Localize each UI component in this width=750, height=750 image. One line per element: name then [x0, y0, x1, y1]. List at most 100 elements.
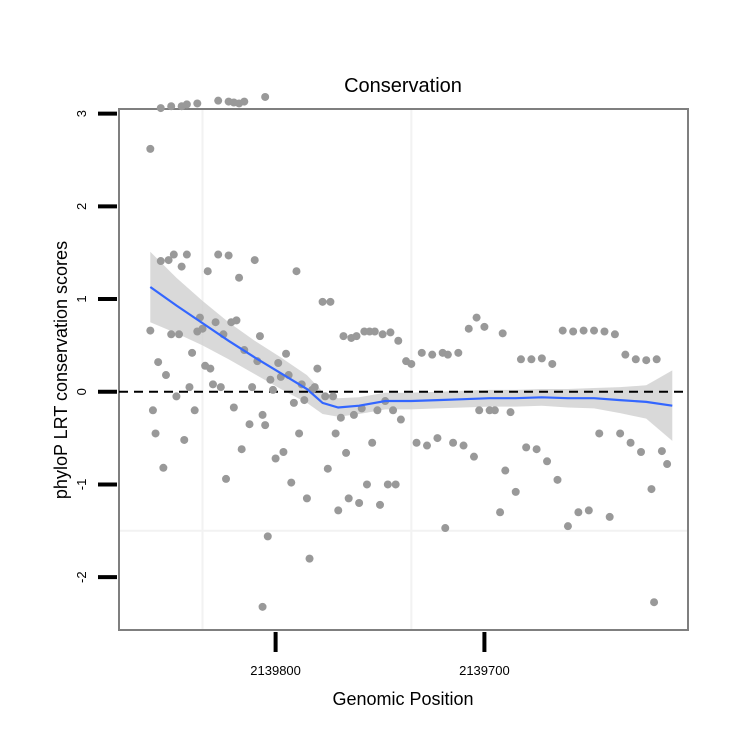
y-tick-label: 2 [74, 203, 89, 210]
panel-grid [119, 109, 688, 630]
data-point [310, 383, 319, 392]
data-point [182, 100, 191, 109]
data-point [472, 313, 481, 322]
data-point [245, 420, 254, 429]
data-point [190, 406, 199, 415]
data-point [449, 438, 458, 447]
data-point [258, 602, 267, 611]
y-tick-label: -2 [74, 571, 89, 583]
chart-title: Conservation [344, 75, 462, 97]
data-point [422, 441, 431, 450]
data-point [480, 322, 489, 331]
data-point [650, 598, 659, 607]
data-point [490, 406, 499, 415]
data-point [198, 324, 207, 333]
data-point [373, 406, 382, 415]
data-point [647, 485, 656, 494]
data-point [240, 97, 249, 106]
data-point [148, 406, 157, 415]
data-point [302, 494, 311, 503]
data-point [331, 429, 340, 438]
data-point [203, 267, 212, 276]
data-point [295, 429, 304, 438]
data-point [344, 494, 353, 503]
data-point [321, 392, 330, 401]
data-point [193, 99, 202, 108]
data-point [352, 332, 361, 341]
y-tick-label: 1 [74, 295, 89, 302]
data-point [464, 324, 473, 333]
data-point [258, 410, 267, 419]
data-point [584, 506, 593, 515]
data-point [441, 524, 450, 533]
data-point [156, 104, 165, 113]
data-point [154, 358, 163, 367]
data-point [522, 443, 531, 452]
data-point [313, 364, 322, 373]
data-point [532, 445, 541, 454]
data-point [261, 421, 270, 430]
data-point [459, 441, 468, 450]
points-layer [146, 92, 672, 611]
data-point [389, 406, 398, 415]
data-point [621, 350, 630, 359]
data-point [185, 383, 194, 392]
data-point [501, 466, 510, 475]
data-point [279, 448, 288, 457]
data-point [342, 448, 351, 457]
data-point [255, 332, 264, 341]
data-point [548, 359, 557, 368]
data-point [433, 434, 442, 443]
data-point [167, 330, 176, 339]
data-point [274, 359, 283, 368]
data-point [329, 392, 338, 401]
data-point [211, 318, 220, 327]
data-point [394, 336, 403, 345]
data-point [616, 429, 625, 438]
x-tick-label: 2139800 [250, 663, 301, 678]
data-point [569, 327, 578, 336]
data-point [574, 508, 583, 517]
data-point [386, 328, 395, 337]
data-point [370, 327, 379, 336]
plot-panel-border [118, 108, 689, 631]
data-point [652, 355, 661, 364]
data-point [214, 250, 223, 259]
data-point [496, 508, 505, 517]
data-point [287, 478, 296, 487]
data-point [610, 330, 619, 339]
x-axis: 2139800 2139700 [250, 632, 510, 678]
data-point [151, 429, 160, 438]
data-point [336, 413, 345, 422]
data-point [412, 438, 421, 447]
data-point [498, 329, 507, 338]
data-point [391, 480, 400, 489]
data-point [292, 267, 301, 276]
data-point [268, 385, 277, 394]
data-point [376, 500, 385, 509]
confidence-band [150, 251, 673, 441]
data-point [368, 438, 377, 447]
data-point [172, 392, 181, 401]
data-point [214, 96, 223, 105]
y-tick-label: 3 [74, 110, 89, 117]
data-point [282, 349, 291, 358]
data-point [563, 522, 572, 531]
data-point [222, 474, 231, 483]
data-point [469, 452, 478, 461]
data-point [527, 355, 536, 364]
data-point [553, 475, 562, 484]
y-tick-label: 0 [74, 388, 89, 395]
data-point [289, 398, 298, 407]
y-tick-label: -1 [74, 479, 89, 491]
data-point [318, 297, 327, 306]
data-point [642, 356, 651, 365]
data-point [334, 506, 343, 515]
data-point [383, 480, 392, 489]
data-point [161, 371, 170, 380]
data-point [637, 448, 646, 457]
x-axis-label: Genomic Position [332, 689, 473, 709]
data-point [428, 350, 437, 359]
data-point [407, 359, 416, 368]
